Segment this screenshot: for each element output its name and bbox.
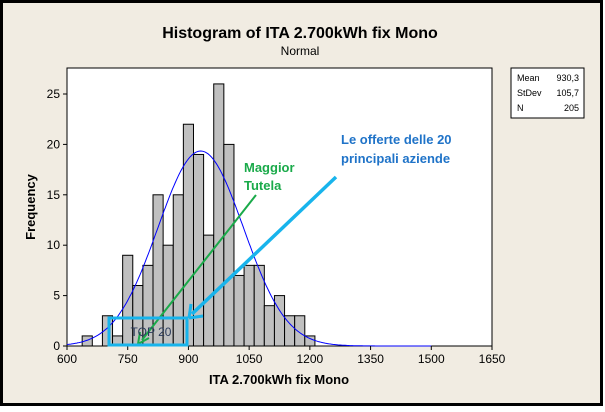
x-tick-label: 600 bbox=[57, 352, 77, 366]
legend-mean-label: Mean bbox=[517, 73, 540, 83]
y-axis: 0 5 10 15 20 25 bbox=[47, 87, 67, 353]
offerte-label-1: Le offerte delle 20 bbox=[341, 132, 452, 147]
legend-stdev-value: 105,7 bbox=[556, 88, 579, 98]
histogram-bar bbox=[294, 315, 306, 347]
legend-mean-value: 930,3 bbox=[556, 73, 579, 83]
legend-stdev-label: StDev bbox=[517, 88, 542, 98]
x-axis: 600 750 900 1050 1200 1350 1500 1650 bbox=[57, 346, 506, 366]
top20-arrow bbox=[190, 175, 338, 316]
histogram-bar bbox=[284, 315, 296, 347]
histogram-bar bbox=[273, 295, 286, 347]
maggior-tutela-arrow bbox=[141, 194, 257, 341]
x-tick-label: 1350 bbox=[357, 352, 384, 366]
maggior-tutela-label-1: Maggior bbox=[244, 160, 295, 175]
histogram-bar bbox=[81, 335, 93, 347]
y-tick-label: 0 bbox=[53, 339, 60, 353]
chart-title: Histogram of ITA 2.700kWh fix Mono bbox=[162, 25, 438, 42]
maggior-tutela-arrowhead bbox=[137, 331, 150, 345]
top20-arrowhead bbox=[187, 303, 204, 320]
histogram-bar bbox=[233, 274, 245, 347]
y-tick-label: 15 bbox=[47, 188, 61, 202]
y-axis-label: Frequency bbox=[23, 173, 38, 240]
histogram-bar bbox=[172, 194, 184, 347]
y-tick-label: 20 bbox=[47, 137, 61, 151]
histogram-bar bbox=[243, 264, 255, 347]
chart-subtitle: Normal bbox=[281, 44, 320, 58]
legend-n-label: N bbox=[517, 103, 524, 113]
histogram-bar bbox=[263, 305, 275, 347]
x-tick-label: 900 bbox=[178, 352, 198, 366]
top20-label: TOP 20 bbox=[131, 325, 172, 339]
histogram-bar bbox=[223, 143, 235, 347]
offerte-label-2: principali aziende bbox=[341, 151, 450, 166]
x-tick-label: 1050 bbox=[236, 352, 263, 366]
y-tick-label: 25 bbox=[47, 87, 61, 101]
maggior-tutela-label-2: Tutela bbox=[244, 178, 282, 193]
y-tick-label: 10 bbox=[47, 238, 61, 252]
x-tick-label: 750 bbox=[118, 352, 138, 366]
x-tick-label: 1650 bbox=[479, 352, 506, 366]
legend-n-value: 205 bbox=[564, 103, 579, 113]
y-tick-label: 5 bbox=[53, 289, 60, 303]
x-tick-label: 1500 bbox=[418, 352, 445, 366]
normal-fit-curve bbox=[66, 150, 432, 347]
x-axis-label: ITA 2.700kWh fix Mono bbox=[209, 372, 349, 387]
histogram-bar bbox=[213, 83, 225, 347]
legend-box bbox=[510, 67, 585, 119]
x-tick-label: 1200 bbox=[297, 352, 324, 366]
top20-highlight-box bbox=[107, 316, 189, 347]
histogram-bar bbox=[101, 315, 114, 347]
histogram-bar bbox=[304, 335, 316, 347]
